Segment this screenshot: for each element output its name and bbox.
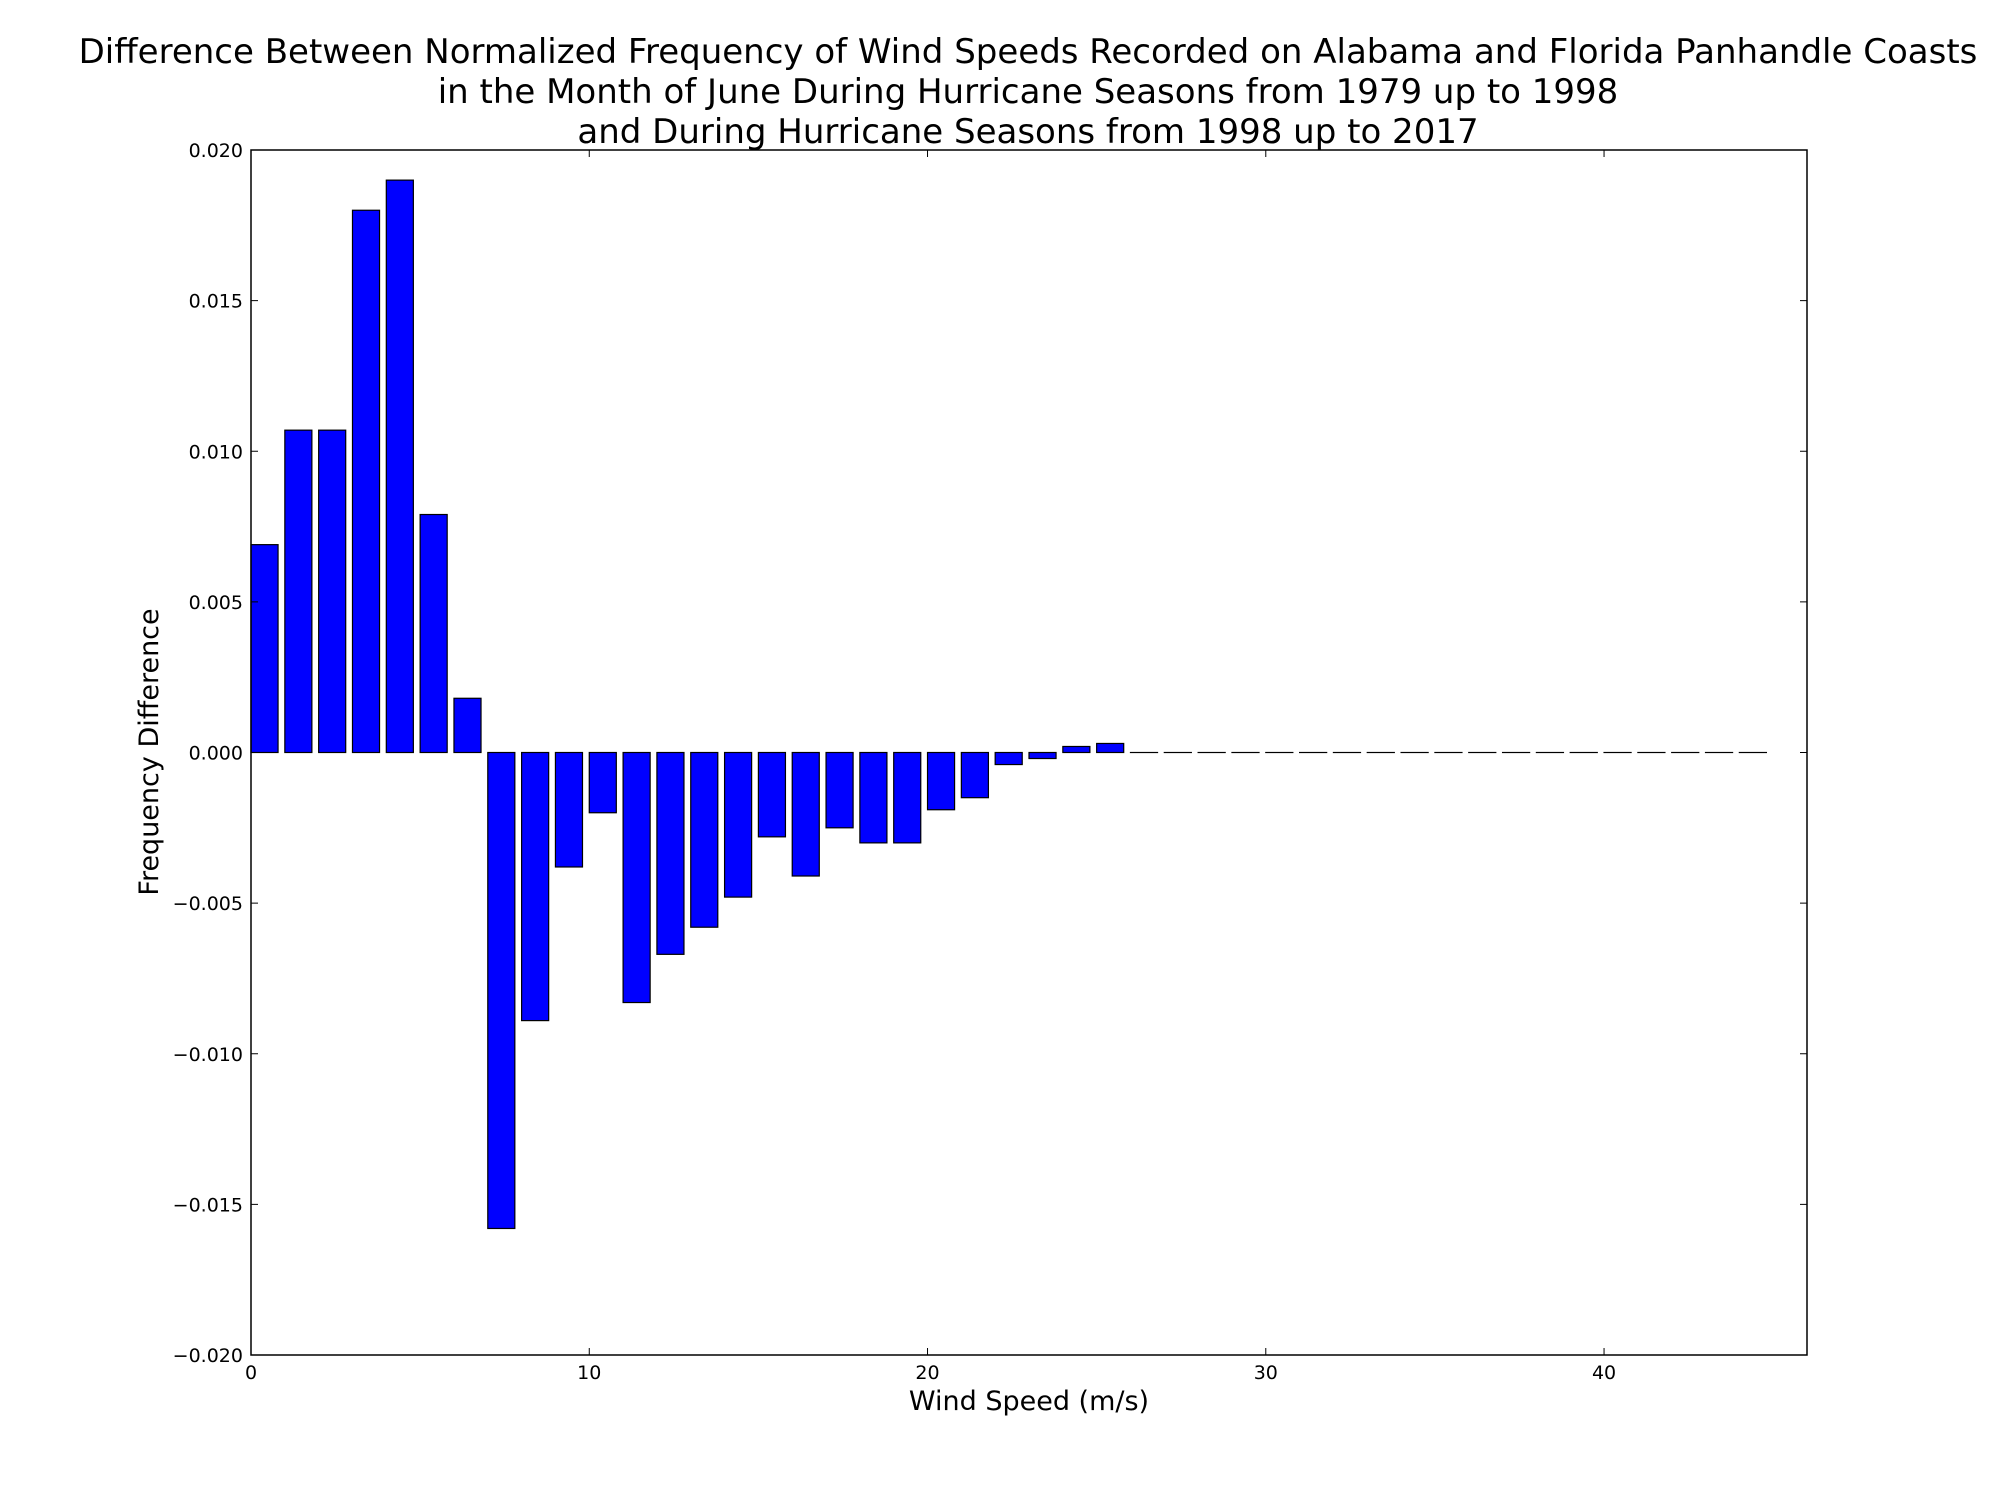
bar bbox=[250, 544, 279, 754]
bar bbox=[318, 429, 347, 754]
bar bbox=[284, 429, 313, 754]
bar bbox=[757, 751, 787, 838]
y-tick-label: 0.010 bbox=[189, 441, 243, 463]
x-axis-label: Wind Speed (m/s) bbox=[909, 1386, 1149, 1417]
x-tick-label: 0 bbox=[245, 1362, 257, 1384]
y-tick-label: 0.000 bbox=[189, 743, 243, 765]
bar bbox=[521, 751, 550, 1022]
bar bbox=[1062, 745, 1091, 754]
x-tick-label: 10 bbox=[577, 1362, 601, 1384]
y-tick-label: −0.010 bbox=[173, 1044, 243, 1066]
bar bbox=[893, 751, 922, 844]
chart-title-line-2: in the Month of June During Hurricane Se… bbox=[438, 72, 1619, 112]
y-axis-label: Frequency Difference bbox=[134, 608, 165, 895]
y-tick-label: 0.020 bbox=[189, 140, 243, 162]
chart-title-line-3: and During Hurricane Seasons from 1998 u… bbox=[577, 112, 1478, 152]
bar-series bbox=[250, 179, 1768, 1230]
y-tick-label: −0.005 bbox=[173, 893, 243, 915]
y-tick-label: 0.015 bbox=[189, 291, 243, 313]
bar bbox=[622, 751, 651, 1004]
bar bbox=[960, 751, 990, 799]
x-tick-label: 40 bbox=[1592, 1362, 1616, 1384]
bar bbox=[690, 751, 719, 928]
axis-ticks: 0 10 20 30 40 0.020 0.015 0.010 0.005 0.000 −0.005… bbox=[173, 140, 1807, 1384]
bar bbox=[554, 751, 584, 868]
bar bbox=[487, 751, 516, 1230]
bar bbox=[656, 751, 685, 955]
bar bbox=[588, 751, 617, 814]
bar bbox=[453, 697, 482, 754]
y-tick-label: −0.015 bbox=[173, 1194, 243, 1216]
bar bbox=[723, 751, 753, 898]
bar bbox=[926, 751, 956, 811]
bar bbox=[825, 751, 854, 829]
bar bbox=[791, 751, 820, 877]
x-tick-label: 20 bbox=[915, 1362, 939, 1384]
x-tick-label: 30 bbox=[1254, 1362, 1278, 1384]
bar bbox=[385, 179, 414, 754]
bar bbox=[1096, 742, 1125, 754]
bar bbox=[859, 751, 888, 844]
y-tick-label: −0.020 bbox=[173, 1345, 243, 1367]
bar bbox=[994, 751, 1023, 766]
plot-area bbox=[250, 149, 1808, 1356]
y-tick-label: 0.005 bbox=[189, 592, 243, 614]
chart-title-line-1: Difference Between Normalized Frequency … bbox=[79, 32, 1978, 72]
bar bbox=[419, 513, 448, 754]
bar bbox=[1028, 751, 1057, 760]
bar bbox=[351, 209, 381, 754]
